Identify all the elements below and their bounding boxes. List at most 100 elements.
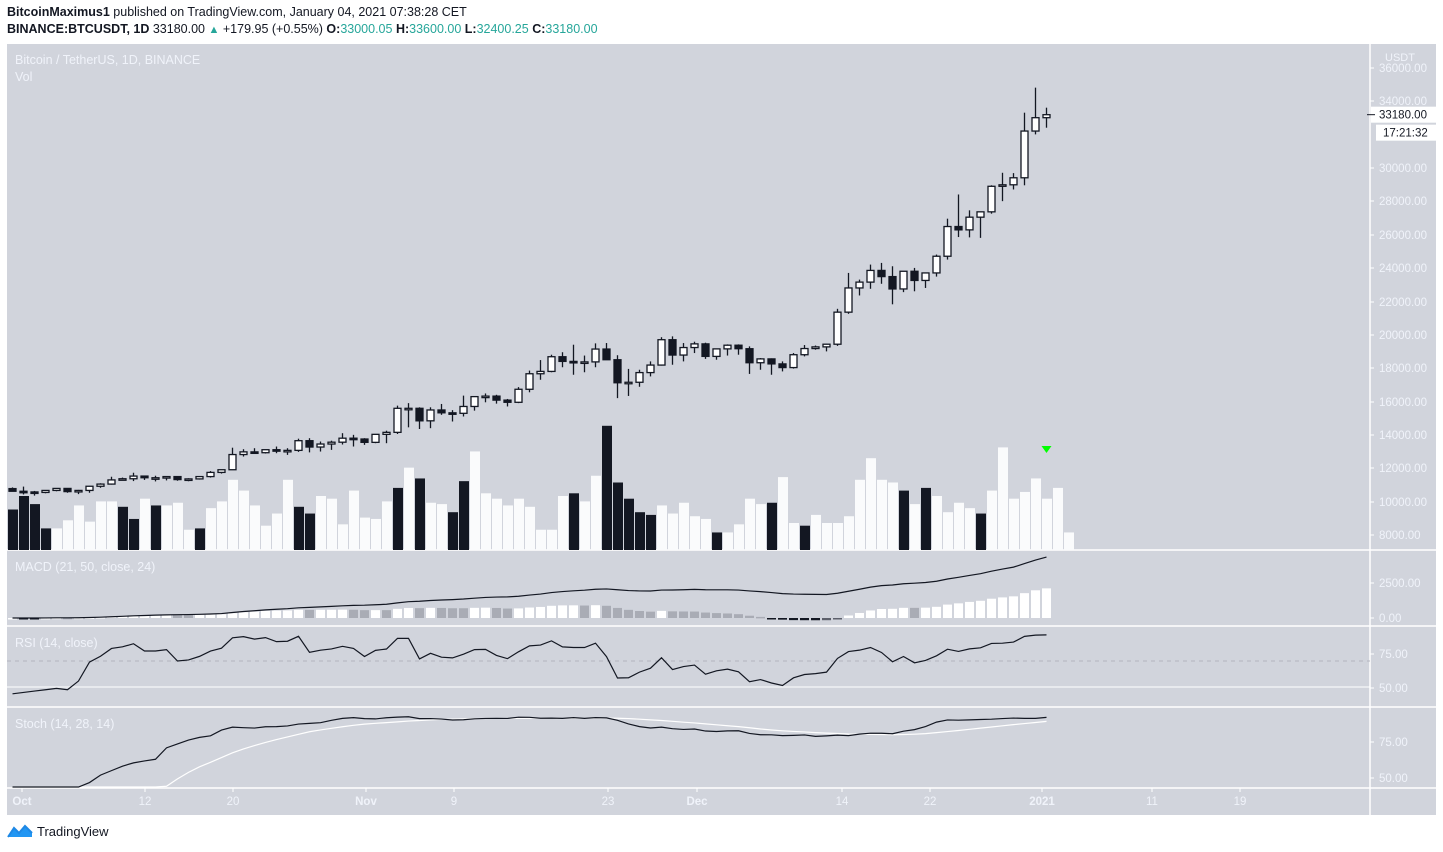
volume-bar <box>217 501 227 550</box>
price-tick: 12000.00 <box>1379 463 1427 475</box>
volume-bar <box>679 502 689 550</box>
candle <box>525 373 534 390</box>
candle <box>646 364 655 374</box>
volume-bar <box>338 524 348 550</box>
candle <box>756 358 765 364</box>
volume-bar <box>371 518 381 550</box>
volume-bar <box>668 513 678 550</box>
brand-name: TradingView <box>37 823 109 839</box>
candle <box>404 407 413 411</box>
price-axis[interactable]: 36000.00 34000.00 30000.00 28000.00 26000.00… <box>1367 63 1436 785</box>
candle <box>129 475 138 480</box>
price-tick: 36000.00 <box>1379 63 1427 75</box>
volume-bar <box>140 498 150 550</box>
candle <box>283 449 292 453</box>
volume-bar <box>1020 491 1030 550</box>
volume-bar <box>525 506 535 550</box>
volume-bar <box>283 479 293 550</box>
time-axis[interactable]: Oct 12 20 Nov 9 23 Dec 14 22 2021 11 19 <box>12 788 1246 808</box>
candle <box>415 407 424 422</box>
candle <box>19 490 28 494</box>
time-tick: Oct <box>12 796 31 808</box>
rsi-pane <box>12 634 1047 695</box>
candle <box>30 491 39 495</box>
volume-bar <box>547 529 557 550</box>
volume-bar <box>998 447 1008 550</box>
volume-bar <box>723 532 733 550</box>
candle <box>679 346 688 356</box>
candle <box>85 485 94 492</box>
candle <box>712 348 721 358</box>
volume-bar <box>63 520 73 550</box>
candle <box>8 487 17 492</box>
candle <box>118 478 127 481</box>
volume-bar <box>877 479 887 550</box>
high-value: 33600.00 <box>409 22 462 36</box>
volume-bar <box>1053 487 1063 550</box>
volume-bar <box>954 502 964 550</box>
footer-brand[interactable]: TradingView <box>7 823 109 839</box>
chart-canvas[interactable]: 36000.00 34000.00 30000.00 28000.00 26000.00… <box>7 44 1436 815</box>
candle <box>635 371 644 383</box>
time-tick: 11 <box>1146 796 1158 808</box>
candle <box>437 409 446 414</box>
publish-info: BitcoinMaximus1 published on TradingView… <box>7 5 467 19</box>
candle <box>767 358 776 365</box>
candle <box>624 381 633 385</box>
volume-bar <box>624 498 634 550</box>
author-name[interactable]: BitcoinMaximus1 <box>7 5 110 19</box>
volume-bar <box>613 482 623 550</box>
low-label: L: <box>464 22 477 36</box>
candle <box>74 489 83 493</box>
time-tick: 20 <box>227 796 240 808</box>
high-label: H: <box>395 22 410 36</box>
volume-bar <box>349 490 359 550</box>
volume-bar <box>888 482 898 550</box>
volume-bar <box>30 504 40 550</box>
candle <box>778 363 787 369</box>
volume-bar <box>602 425 612 550</box>
candle <box>272 449 281 452</box>
candle <box>657 339 666 366</box>
candle <box>866 269 875 283</box>
volume-bar <box>129 518 139 550</box>
stoch-title: Stoch (14, 28, 14) <box>15 717 114 731</box>
candle <box>162 475 171 479</box>
volume-bar <box>822 523 832 550</box>
volume-bar <box>514 498 524 550</box>
symbol-info: BINANCE:BTCUSDT, 1D 33180.00 ▲ +179.95 (… <box>7 22 598 36</box>
candle <box>855 281 864 289</box>
candle <box>1020 130 1029 179</box>
last-price-badge <box>1371 106 1436 123</box>
candle <box>987 185 996 213</box>
candle <box>932 255 941 274</box>
candle <box>503 399 512 403</box>
candle <box>943 225 952 257</box>
price-tick: 18000.00 <box>1379 363 1427 375</box>
candle <box>899 270 908 290</box>
candle <box>492 395 501 401</box>
volume-bar <box>734 524 744 550</box>
volume-bar <box>492 498 502 550</box>
countdown-badge <box>1376 124 1436 141</box>
svg-text:75.00: 75.00 <box>1379 649 1408 661</box>
candle <box>789 354 798 369</box>
up-triangle-icon: ▲ <box>208 24 220 36</box>
volume-bar <box>569 493 579 550</box>
candle <box>151 477 160 480</box>
candle <box>316 443 325 448</box>
candle <box>140 475 149 479</box>
candle <box>745 348 754 364</box>
svg-text:50.00: 50.00 <box>1379 683 1408 695</box>
candle <box>800 347 809 356</box>
volume-bar <box>426 502 436 550</box>
candle <box>195 475 204 480</box>
volume-bar <box>1064 532 1074 550</box>
chart-area[interactable]: 36000.00 34000.00 30000.00 28000.00 26000.00… <box>7 44 1436 815</box>
volume-bar <box>151 505 161 550</box>
volume-bar <box>932 496 942 550</box>
svg-text:0.00: 0.00 <box>1379 613 1401 625</box>
close-label: C: <box>532 22 546 36</box>
volume-bar <box>943 512 953 550</box>
svg-text:33180.00: 33180.00 <box>1379 110 1427 122</box>
